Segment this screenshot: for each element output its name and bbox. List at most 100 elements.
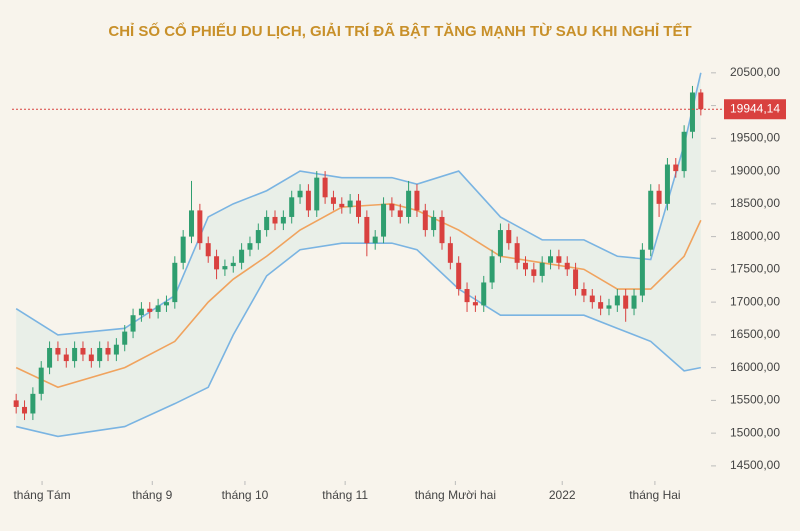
candle-body (497, 230, 503, 257)
candle-body (155, 305, 161, 312)
candle-body (364, 216, 370, 244)
candle-body (180, 236, 186, 263)
band-fill (16, 72, 701, 437)
candle-body (681, 131, 687, 172)
candle-body (55, 347, 61, 355)
candle-body (72, 347, 78, 362)
candle-body (172, 262, 178, 303)
candle-body (214, 256, 220, 270)
candle-body (247, 243, 253, 250)
candle-body (322, 177, 328, 198)
candle-body (163, 302, 169, 306)
reference-label: 19944,14 (730, 101, 780, 115)
candle-body (297, 190, 303, 198)
candle-body (447, 243, 453, 263)
candle-body (623, 295, 629, 309)
candle-body (264, 216, 270, 231)
y-tick-label: 17500,00 (730, 262, 780, 276)
candle-body (472, 302, 478, 306)
y-tick-label: 18500,00 (730, 196, 780, 210)
candle-body (230, 262, 236, 267)
y-tick-label: 15500,00 (730, 393, 780, 407)
x-tick-label: 2022 (549, 488, 576, 502)
candle-body (13, 400, 19, 407)
x-tick-label: tháng 11 (322, 488, 368, 502)
candle-body (431, 216, 437, 231)
candle-body (698, 92, 704, 110)
candle-body (556, 256, 562, 263)
candle-body (581, 289, 587, 296)
candle-body (397, 210, 403, 217)
candle-body (280, 216, 286, 224)
candle-body (289, 197, 295, 217)
candle-body (47, 347, 53, 368)
candle-body (548, 256, 554, 263)
candle-body (381, 203, 387, 237)
candle-body (656, 190, 662, 204)
candle-body (80, 347, 86, 355)
candle-body (330, 197, 336, 204)
candle-body (464, 289, 470, 303)
x-tick-label: tháng 9 (132, 488, 172, 502)
candle-body (573, 269, 579, 290)
candle-body (631, 295, 637, 309)
candle-body (88, 354, 94, 362)
candle-body (639, 249, 645, 296)
x-tick-label: tháng Hai (629, 488, 680, 502)
candle-body (514, 243, 520, 263)
candle-body (389, 203, 395, 211)
candle-body (222, 266, 228, 270)
y-tick-label: 16500,00 (730, 327, 780, 341)
candle-body (414, 190, 420, 211)
y-tick-label: 14500,00 (730, 458, 780, 472)
reference-label-box (724, 99, 786, 120)
candle-body (239, 249, 245, 263)
candle-body (673, 164, 679, 172)
candle-body (614, 295, 620, 306)
candle-body (598, 302, 604, 309)
candle-body (481, 282, 487, 306)
candle-body (539, 262, 545, 276)
candle-body (22, 406, 28, 414)
candle-body (664, 164, 670, 204)
candle-body (564, 262, 570, 270)
y-tick-label: 20500,00 (730, 65, 780, 79)
candle-body (130, 315, 136, 332)
candle-body (339, 203, 345, 208)
candle-body (439, 216, 445, 244)
candle-body (147, 308, 153, 312)
candle-body (197, 210, 203, 244)
candle-body (105, 347, 111, 355)
y-tick-label: 18000,00 (730, 229, 780, 243)
candle-body (38, 367, 44, 394)
y-tick-label: 19500,00 (730, 131, 780, 145)
candle-body (406, 190, 412, 217)
candle-body (255, 230, 261, 244)
candle-body (422, 210, 428, 231)
candle-body (63, 354, 69, 362)
candle-body (205, 243, 211, 257)
candle-body (372, 236, 378, 244)
candle-body (506, 230, 512, 244)
candle-body (138, 308, 144, 316)
candle-body (272, 216, 278, 224)
chart-title: CHỈ SỐ CỔ PHIẾU DU LỊCH, GIẢI TRÍ ĐÃ BẬT… (108, 22, 691, 40)
candle-body (30, 393, 36, 414)
y-tick-label: 16000,00 (730, 360, 780, 374)
y-tick-label: 17000,00 (730, 294, 780, 308)
candle-body (355, 200, 362, 217)
candle-body (606, 305, 612, 309)
candle-body (97, 347, 103, 362)
candle-body (189, 210, 195, 237)
x-tick-label: tháng Tám (13, 488, 70, 502)
y-tick-label: 19000,00 (730, 163, 780, 177)
x-tick-label: tháng 10 (222, 488, 269, 502)
x-tick-label: tháng Mười hai (415, 488, 496, 502)
candle-body (689, 92, 695, 132)
candle-body (314, 177, 320, 211)
candle-body (589, 295, 595, 303)
candle-body (489, 256, 495, 283)
candle-body (305, 190, 311, 211)
y-tick-label: 15000,00 (730, 425, 780, 439)
